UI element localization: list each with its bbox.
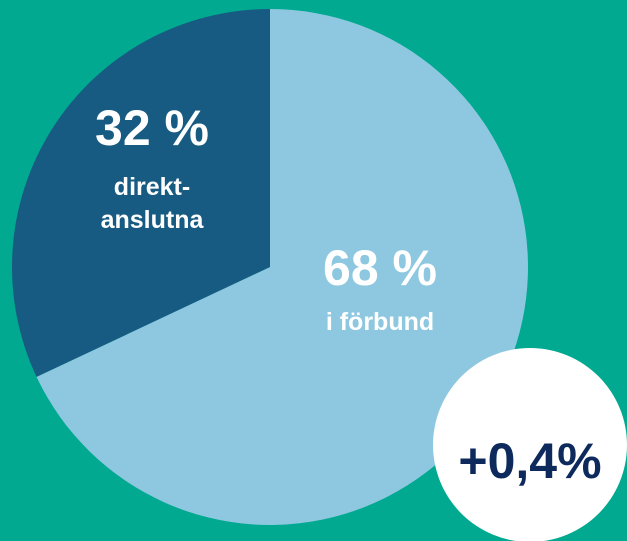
category-label: direkt-anslutna: [101, 173, 205, 234]
value-label: 68 %: [323, 240, 437, 296]
pie-slice: [11, 9, 270, 377]
badge-circle: [433, 348, 627, 541]
labels: 68 % i förbund 32 % direkt-anslutna: [95, 100, 437, 336]
category-label: i förbund: [326, 308, 434, 336]
value-label: 32 %: [95, 100, 209, 156]
pie-slice: [36, 9, 528, 525]
badge-text: +0,4%: [458, 433, 601, 489]
pie: [11, 9, 528, 525]
